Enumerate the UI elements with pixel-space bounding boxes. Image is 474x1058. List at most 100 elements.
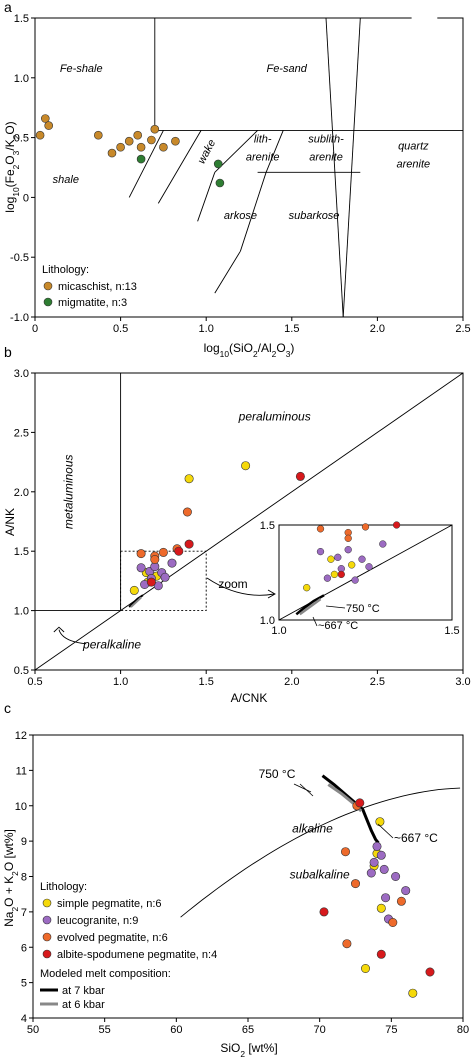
panel-a-point-micaschist [44,121,54,130]
panel-b-point-simple-pegmatite [184,474,194,484]
panel-b-point-albite-spodumene-pegmatite [146,577,156,587]
panel-a-legend-label: migmatite, n:3 [58,297,127,309]
panel-c-point-leucogranite [376,850,386,860]
panel-a-y-tick-label: -1.0 [10,312,29,324]
panel-c-y-tick-label: 11 [16,765,27,777]
panel-c-model-curve [321,774,380,844]
panel-b-y-tick-label: 2.5 [14,427,29,439]
panel-a-field-label: sublith- [308,133,344,145]
panel-b-y-tick-label: 1.0 [14,606,29,618]
panel-c-alkaline-boundary [180,787,461,918]
panel-c-y-tick-label: 12 [15,730,27,742]
panel-b-field-label: peraluminous [238,410,311,424]
panel-b-point-simple-pegmatite [241,461,251,471]
panel-a-point-micaschist [40,114,50,123]
panel-c-point-albite-spodumene-pegmatite [376,949,386,959]
panel-c-y-tick-label: 6 [21,942,27,954]
panel-b-zoom-label: zoom [218,577,247,591]
panel-b-inset-point [392,521,401,529]
panel-a-field-boundary [265,130,284,173]
panel-a-x-tick-label: 0 [32,323,38,335]
panel-b-peralkaline-arrow [58,629,87,645]
panel-b-inset-point [337,570,345,579]
panel-a-x-tick-label: 1.5 [284,323,299,335]
panel-c-x-tick-label: 70 [314,1024,326,1036]
panel-c-legend-marker [42,932,52,942]
panel-a-field-label: arenite [246,151,280,163]
panel-c-point-evolved-pegmatite [342,939,352,949]
panel-c-x-tick-label: 50 [27,1024,39,1036]
panel-b-point-evolved-pegmatite [182,507,192,517]
panel-b-y-axis-title: A/NK [3,508,17,536]
panel-a-field-label: arenite [397,159,431,171]
panel-c-y-axis-title: Na2O + K2O [wt%] [2,829,20,927]
panel-b-inset-point [316,547,325,556]
panel-a-point-micaschist [124,136,134,146]
panel-b-point-evolved-pegmatite [150,554,160,564]
panel-c-point-simple-pegmatite [360,963,370,973]
panel-c-field-label: subalkaline [290,867,350,881]
panel-a-x-tick-label: 2.5 [455,323,470,335]
panel-c-model-legend-label: at 6 kbar [62,999,105,1011]
panel-a-point-micaschist [116,142,125,152]
panel-c-model-legend-title: Modeled melt composition: [40,968,171,980]
panel-b-point-evolved-pegmatite [158,547,168,557]
panel-c-point-leucogranite [372,841,382,851]
panel-a-point-micaschist [107,148,117,158]
panel-c-y-tick-label: 8 [21,872,27,884]
panel-c-point-leucogranite [381,893,391,903]
panel-c-point-leucogranite [366,868,376,878]
panel-c-y-tick-label: 4 [21,1013,27,1025]
panel-a-field-label: Fe-sand [266,63,307,75]
panel-a-y-tick-label: 0 [23,192,29,204]
panel-c-legend-title: Lithology: [40,881,87,893]
panel-a-plot-frame [34,17,464,318]
panel-a-point-micaschist [171,136,180,146]
panel-a-point-micaschist [35,130,45,140]
panel-a-field-boundary [197,172,216,222]
panel-a-point-micaschist [159,142,168,152]
panel-a-y-tick-label: 1.0 [14,73,29,85]
panel-c-point-evolved-pegmatite [340,847,350,857]
panel-a-x-tick-label: 0.5 [113,323,128,335]
panel-a-y-tick-label: -0.5 [10,252,29,264]
panel-b-inset-point [351,576,359,584]
panel-a-point-micaschist [133,130,142,140]
panel-b-inset-annotation: 750 °C [346,603,380,615]
panel-c-x-tick-label: 75 [385,1024,397,1036]
panel-b-inset-point [330,570,339,579]
panel-b-x-tick-label: 2.5 [370,676,385,688]
panel-c-annotation-leader [377,823,394,839]
panel-b-point-leucogranite [153,581,163,591]
panel-c-point-evolved-pegmatite [388,917,398,927]
panel-b-x-tick-label: 0.5 [27,676,42,688]
panel-a-x-axis-title: log10(SiO2/Al2O3) [204,341,295,359]
panel-b-field-label: metaluminous [62,454,76,529]
panel-b-inset-model-curve [299,598,322,616]
panel-a-point-micaschist [94,130,103,140]
panel-c-point-leucogranite [369,857,379,867]
panel-c-point-albite-spodumene-pegmatite [319,907,329,917]
panel-a-legend-title: Lithology: [42,264,89,276]
panel-c-annotation: 750 °C [259,767,296,781]
panel-b-point-albite-spodumene-pegmatite [174,546,184,556]
panel-c-point-simple-pegmatite [408,988,418,998]
panel-b-y-tick-label: 1.5 [14,546,29,558]
panel-b-peralkaline-arrowhead [53,626,65,633]
panel-a-legend-label: micaschist, n:13 [58,281,137,293]
panel-a-field-label: arkose [224,210,257,222]
panel-b-inset-point [323,574,332,582]
panel-b-zoom-box [120,550,207,612]
panel-a-legend-marker [43,297,53,307]
panel-c-legend-marker [42,915,52,925]
panel-c-annotation: ~667 °C [394,831,438,845]
panel-c-y-tick-label: 9 [21,836,27,848]
panel-c-point-simple-pegmatite [376,903,386,913]
panel-c-point-leucogranite [401,886,411,896]
panel-c-point-evolved-pegmatite [396,896,406,906]
panel-c-field-label: alkaline [292,821,333,835]
panel-a-field-label: shale [53,174,79,186]
panel-a-field-label: Fe-shale [60,63,103,75]
panel-a-point-migmatite [213,159,223,169]
